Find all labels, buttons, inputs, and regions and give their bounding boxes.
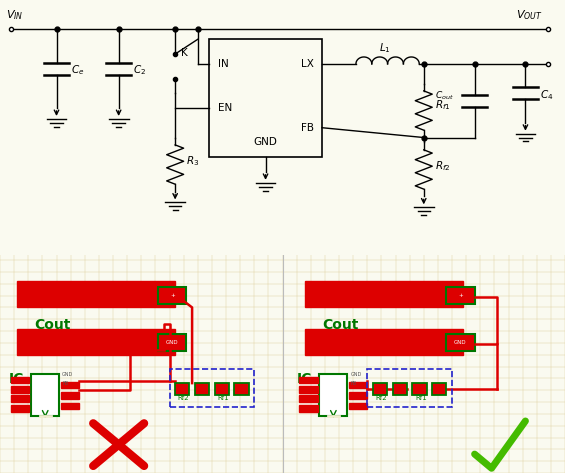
- Text: GND: GND: [350, 372, 362, 377]
- Bar: [209, 39, 322, 157]
- Text: Cout: Cout: [34, 318, 70, 332]
- Bar: [299, 386, 318, 393]
- Bar: [61, 382, 79, 388]
- Bar: [446, 287, 475, 304]
- Bar: [11, 395, 29, 402]
- Text: IN: IN: [218, 59, 228, 69]
- Text: K: K: [181, 49, 188, 59]
- Text: $C_e$: $C_e$: [71, 64, 84, 78]
- Bar: [175, 383, 189, 395]
- Bar: [305, 329, 463, 355]
- Bar: [367, 369, 452, 407]
- Bar: [31, 374, 59, 416]
- Text: Rf2: Rf2: [178, 394, 189, 401]
- Text: EN: EN: [218, 103, 232, 113]
- Bar: [299, 395, 318, 402]
- Text: Cout: Cout: [322, 318, 358, 332]
- Text: FB: FB: [301, 123, 314, 133]
- Text: $V_{IN}$: $V_{IN}$: [6, 9, 23, 22]
- Text: $C_{out}$: $C_{out}$: [435, 89, 454, 102]
- Text: LX: LX: [301, 59, 314, 69]
- Bar: [412, 383, 427, 395]
- Text: Rf2: Rf2: [376, 394, 387, 401]
- Bar: [446, 334, 475, 351]
- Bar: [215, 383, 229, 395]
- Bar: [373, 383, 387, 395]
- Text: Rf1: Rf1: [218, 394, 229, 401]
- Text: IC: IC: [8, 372, 24, 386]
- Bar: [11, 386, 29, 393]
- Text: $R_{f1}$: $R_{f1}$: [435, 98, 451, 112]
- Bar: [61, 403, 79, 409]
- Bar: [11, 377, 29, 383]
- Bar: [349, 403, 367, 409]
- Text: $L_1$: $L_1$: [379, 42, 390, 55]
- Bar: [432, 383, 446, 395]
- Text: GND: GND: [62, 372, 73, 377]
- Bar: [393, 383, 407, 395]
- Bar: [299, 377, 318, 383]
- Text: IC: IC: [297, 372, 312, 386]
- Bar: [195, 383, 209, 395]
- Text: +: +: [458, 293, 463, 298]
- Text: $V_{OUT}$: $V_{OUT}$: [516, 9, 542, 22]
- Bar: [61, 392, 79, 399]
- Bar: [11, 405, 29, 412]
- Bar: [158, 334, 186, 351]
- Bar: [349, 382, 367, 388]
- Text: $C_2$: $C_2$: [133, 64, 146, 78]
- Bar: [170, 369, 254, 407]
- Text: $R_3$: $R_3$: [186, 155, 199, 168]
- Text: FB: FB: [350, 382, 357, 386]
- Text: GND: GND: [166, 340, 179, 345]
- Text: Rf1: Rf1: [415, 394, 427, 401]
- Text: GND: GND: [454, 340, 467, 345]
- Text: GND: GND: [254, 138, 277, 148]
- Text: FB: FB: [62, 382, 68, 386]
- Bar: [305, 281, 463, 307]
- Bar: [17, 281, 175, 307]
- Bar: [349, 392, 367, 399]
- Text: $C_4$: $C_4$: [540, 88, 553, 102]
- Bar: [319, 374, 347, 416]
- Bar: [17, 329, 175, 355]
- Text: +: +: [170, 293, 175, 298]
- Bar: [158, 287, 186, 304]
- Bar: [299, 405, 318, 412]
- Text: $R_{f2}$: $R_{f2}$: [435, 159, 451, 173]
- Bar: [234, 383, 249, 395]
